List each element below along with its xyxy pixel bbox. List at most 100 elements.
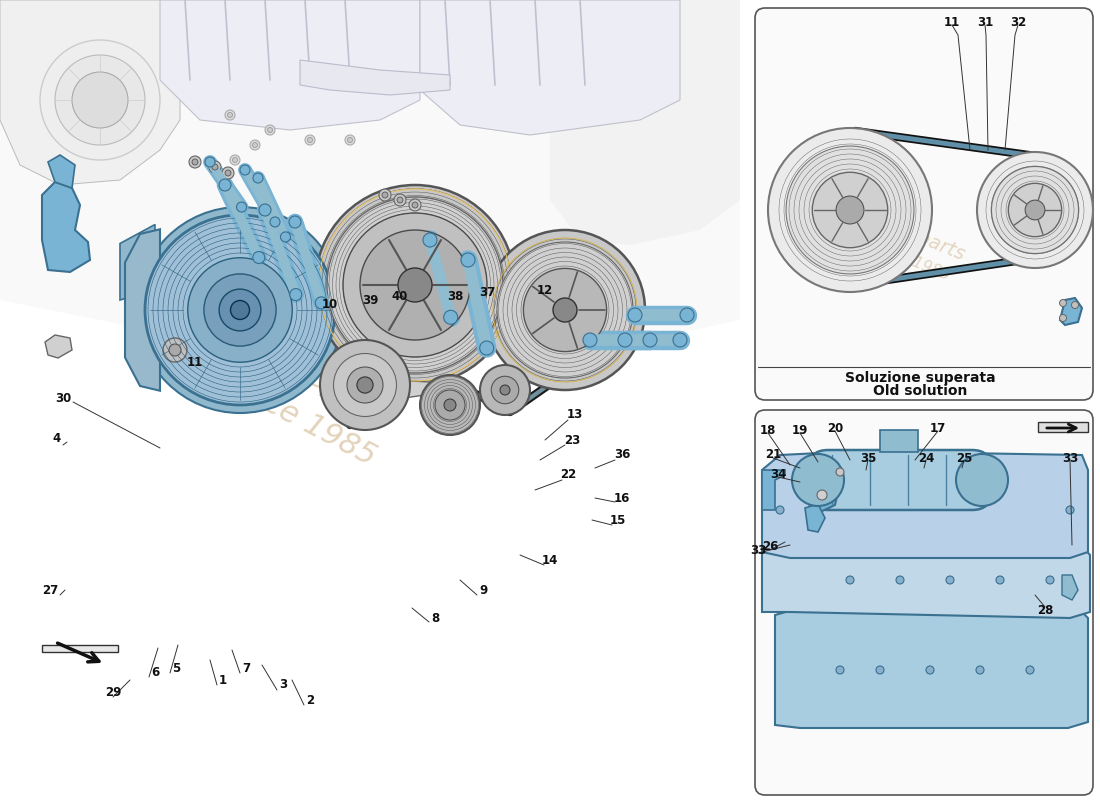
Polygon shape — [805, 504, 825, 532]
Circle shape — [280, 232, 290, 242]
Circle shape — [896, 576, 904, 584]
Circle shape — [258, 204, 271, 216]
Text: 8: 8 — [431, 611, 439, 625]
Circle shape — [232, 158, 238, 162]
Text: 15: 15 — [609, 514, 626, 526]
Polygon shape — [762, 470, 785, 510]
Text: 37: 37 — [478, 286, 495, 299]
Circle shape — [836, 666, 844, 674]
Text: 24: 24 — [917, 451, 934, 465]
Text: 33: 33 — [750, 543, 766, 557]
Text: 32: 32 — [1010, 15, 1026, 29]
Circle shape — [348, 138, 352, 142]
Circle shape — [420, 375, 480, 435]
Polygon shape — [1060, 298, 1082, 325]
Circle shape — [553, 298, 578, 322]
Circle shape — [397, 197, 403, 203]
Circle shape — [267, 127, 273, 133]
Circle shape — [305, 135, 315, 145]
Text: 29: 29 — [104, 686, 121, 698]
Bar — [0, 0, 740, 800]
Circle shape — [163, 338, 187, 362]
Circle shape — [265, 125, 275, 135]
Text: 19: 19 — [792, 423, 808, 437]
Text: 23: 23 — [564, 434, 580, 446]
Circle shape — [876, 666, 884, 674]
Circle shape — [1025, 200, 1045, 220]
Circle shape — [776, 506, 784, 514]
Text: Soluzione superata: Soluzione superata — [845, 371, 996, 385]
Text: 39: 39 — [362, 294, 378, 306]
Circle shape — [394, 194, 406, 206]
Text: 13: 13 — [566, 409, 583, 422]
Text: 7: 7 — [242, 662, 250, 674]
Circle shape — [412, 202, 418, 208]
Text: allclassicparts: allclassicparts — [833, 195, 967, 265]
Circle shape — [618, 333, 632, 347]
FancyBboxPatch shape — [755, 8, 1093, 400]
Circle shape — [444, 399, 456, 411]
Circle shape — [360, 230, 470, 340]
Polygon shape — [300, 60, 450, 95]
Circle shape — [315, 185, 515, 385]
Circle shape — [219, 179, 231, 191]
Polygon shape — [125, 230, 160, 390]
Polygon shape — [48, 155, 75, 188]
Text: 34: 34 — [770, 467, 786, 481]
Circle shape — [346, 367, 383, 403]
Circle shape — [236, 202, 246, 212]
Text: 18: 18 — [760, 423, 777, 437]
Circle shape — [836, 468, 844, 476]
Circle shape — [192, 159, 198, 165]
Text: 17: 17 — [930, 422, 946, 434]
Circle shape — [817, 490, 827, 500]
Text: 27: 27 — [42, 583, 58, 597]
Text: 5: 5 — [172, 662, 180, 674]
Circle shape — [230, 155, 240, 165]
Circle shape — [145, 215, 336, 405]
Circle shape — [991, 166, 1078, 254]
Circle shape — [500, 385, 510, 395]
Circle shape — [222, 167, 234, 179]
Circle shape — [205, 157, 214, 167]
Circle shape — [1066, 506, 1074, 514]
Circle shape — [382, 192, 388, 198]
Text: 9: 9 — [478, 583, 487, 597]
Polygon shape — [1062, 575, 1078, 600]
Circle shape — [673, 333, 688, 347]
Circle shape — [1059, 314, 1067, 322]
Text: 16: 16 — [614, 491, 630, 505]
Circle shape — [270, 217, 280, 227]
Circle shape — [219, 289, 261, 331]
Text: 35: 35 — [860, 451, 877, 465]
Circle shape — [379, 189, 390, 201]
Text: 22: 22 — [560, 469, 576, 482]
Circle shape — [231, 301, 250, 319]
Polygon shape — [42, 182, 90, 272]
Circle shape — [55, 55, 145, 145]
Circle shape — [492, 376, 519, 404]
Text: 26: 26 — [762, 539, 778, 553]
Text: since 1985: since 1985 — [869, 238, 952, 282]
Circle shape — [72, 72, 128, 128]
Polygon shape — [120, 225, 155, 300]
Circle shape — [343, 213, 487, 357]
Circle shape — [398, 268, 432, 302]
Circle shape — [289, 289, 301, 301]
Circle shape — [333, 354, 396, 417]
Circle shape — [977, 152, 1093, 268]
Text: 10: 10 — [322, 298, 338, 311]
Circle shape — [226, 110, 235, 120]
Circle shape — [443, 310, 458, 324]
Circle shape — [786, 146, 914, 274]
Text: 33: 33 — [1062, 451, 1078, 465]
Text: 21: 21 — [764, 449, 781, 462]
Circle shape — [138, 207, 343, 413]
Circle shape — [253, 173, 263, 183]
Text: 36: 36 — [614, 449, 630, 462]
Circle shape — [240, 165, 250, 175]
Circle shape — [209, 161, 221, 173]
Circle shape — [583, 333, 597, 347]
Polygon shape — [0, 0, 180, 185]
Circle shape — [836, 196, 864, 224]
